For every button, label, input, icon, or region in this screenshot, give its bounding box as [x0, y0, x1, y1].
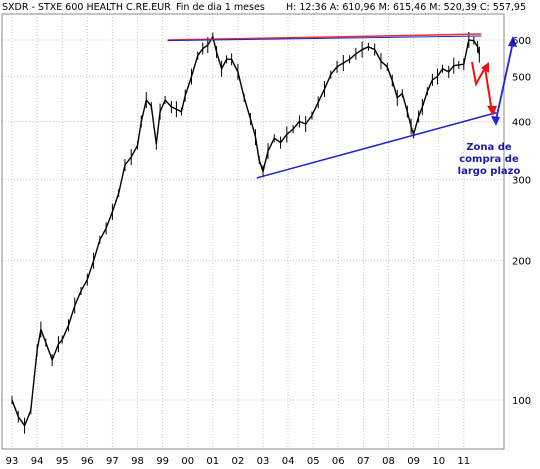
axes: 100 200 300 400 500 600 93 94 95 96 97 98 99 00 01 02 03… — [6, 36, 531, 467]
blue-arrow-head-up — [508, 36, 517, 47]
x-tick-label-10: 10 — [432, 456, 445, 467]
annotation-line-3: largo plazo — [458, 166, 521, 177]
x-tick-label-04: 04 — [282, 456, 295, 467]
header-period: Fin de dia 1 meses — [176, 2, 265, 13]
x-tick-label-00: 00 — [181, 456, 194, 467]
plot-frame — [1, 13, 505, 450]
x-tick-label-05: 05 — [307, 456, 320, 467]
x-tick-label-02: 02 — [232, 456, 245, 467]
y-tick-label-300: 300 — [512, 175, 531, 186]
x-tick-label-07: 07 — [357, 456, 370, 467]
header: SXDR - STXE 600 HEALTH C.RE.EUR Fin de d… — [2, 2, 526, 13]
header-symbol: SXDR - STXE 600 HEALTH C.RE.EUR — [2, 2, 171, 13]
resistance-line-blue — [167, 35, 482, 42]
annotation-line-1: Zona de — [466, 142, 512, 153]
x-tick-label-94: 94 — [31, 456, 44, 467]
x-tick-label-99: 99 — [156, 456, 169, 467]
arrows — [471, 36, 517, 126]
x-tick-label-08: 08 — [382, 456, 395, 467]
y-tick-label-400: 400 — [512, 117, 531, 128]
support-line — [256, 111, 497, 179]
y-tick-label-600: 600 — [512, 36, 531, 47]
x-tick-label-97: 97 — [106, 456, 119, 467]
resistance-line — [167, 33, 482, 41]
x-tick-label-09: 09 — [407, 456, 420, 467]
y-tick-label-100: 100 — [512, 396, 531, 407]
annotation-line-2: compra de — [459, 154, 519, 165]
price-series — [11, 32, 481, 434]
y-tick-label-500: 500 — [512, 73, 531, 84]
blue-arrow-shaft — [495, 41, 514, 121]
x-tick-label-95: 95 — [56, 456, 69, 467]
y-tick-label-200: 200 — [512, 257, 531, 268]
red-arrow-head-2 — [487, 106, 497, 116]
x-tick-label-96: 96 — [81, 456, 94, 467]
x-tick-label-01: 01 — [206, 456, 219, 467]
x-tick-label-93: 93 — [6, 456, 19, 467]
buy-zone-annotation: Zona de compra de largo plazo — [458, 142, 521, 177]
header-stats: H: 12:36 A: 610,96 M: 615,46 M: 520,39 C… — [286, 2, 526, 13]
red-arrow-head-1 — [481, 62, 489, 73]
x-tick-label-03: 03 — [257, 456, 270, 467]
x-tick-label-06: 06 — [332, 456, 345, 467]
red-arrow-path — [471, 61, 493, 113]
blue-arrow-head-down — [491, 116, 500, 126]
trendlines — [167, 33, 497, 179]
x-tick-label-11: 11 — [457, 456, 470, 467]
x-tick-label-98: 98 — [131, 456, 144, 467]
